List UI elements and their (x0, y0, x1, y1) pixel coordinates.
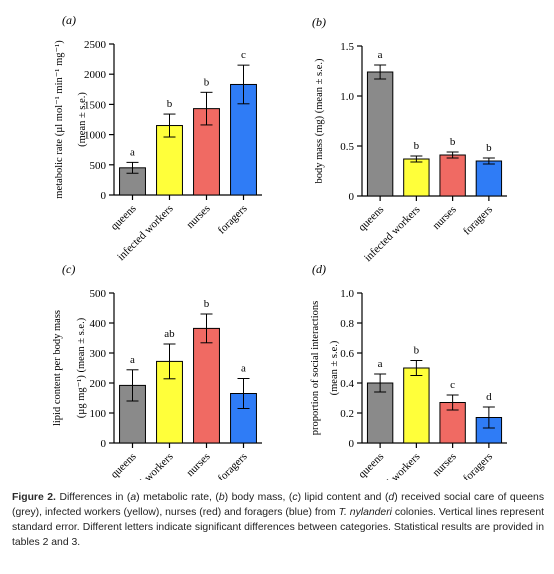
panel-3-y-axis-title: lipid content per body mass (52, 310, 63, 426)
panel-4-label: (d) (312, 262, 326, 276)
panel-3-bar-2 (193, 327, 220, 444)
panel-1-significance-letter-1: b (167, 98, 173, 110)
panel-1-y-axis-title-line2: (mean ± s.e.) (77, 92, 88, 147)
panel-4-significance-letter-2: c (450, 379, 455, 391)
panel-4-bar-1 (403, 367, 430, 444)
panel-4-bar-0 (366, 382, 394, 444)
panel-2-significance-letter-0: a (378, 49, 383, 61)
panel-3-category-label-2: nurses (184, 451, 212, 479)
panel-3-category-label-3: foragers (216, 451, 250, 480)
caption-italic-a: a (130, 492, 137, 503)
panel-2-y-axis-title: body mass (mg) (mean ± s.e.) (314, 58, 325, 184)
caption-text-1: Differences in ( (55, 492, 131, 503)
panel-2-significance-letter-1: b (414, 140, 420, 152)
panel-3-y-tick-label-1: 100 (90, 408, 107, 420)
panel-4-y-tick-label-3: 0.6 (340, 348, 354, 360)
panel-1-y-tick-label-2: 1000 (84, 130, 107, 142)
caption-text-5: ) received social care of queens (grey),… (12, 492, 545, 518)
panel-1-category-label-3: foragers (216, 203, 250, 237)
panel-1-significance-letter-3: c (241, 49, 246, 61)
panel-2-bar-0 (366, 71, 394, 197)
panel-1-significance-letter-2: b (204, 76, 210, 88)
caption-species: T. nylanderi (338, 507, 392, 518)
panel-4-category-label-2: nurses (430, 451, 458, 479)
panel-4-y-tick-label-5: 1.0 (340, 288, 354, 300)
panel-3-y-tick-label-0: 0 (101, 438, 107, 450)
caption-text-4: ) lipid content and ( (297, 492, 389, 503)
panel-2-y-tick-label-2: 1.0 (340, 91, 354, 103)
panel-1-y-tick-label-4: 2000 (84, 69, 107, 81)
panel-2-y-tick-label-1: 0.5 (340, 141, 354, 153)
panel-2-bar-3 (475, 160, 503, 197)
caption-text-3: ) body mass, ( (224, 492, 293, 503)
panel-2-label: (b) (312, 15, 326, 29)
panel-4-significance-letter-1: b (414, 345, 420, 357)
panel-4-significance-letter-0: a (378, 358, 383, 370)
caption-italic-d: d (388, 492, 395, 503)
panel-2-y-tick-label-3: 1.5 (340, 41, 354, 53)
panel-4-category-label-3: foragers (461, 451, 495, 480)
panel-2-category-label-2: nurses (430, 204, 458, 232)
panel-3-significance-letter-3: a (241, 363, 246, 375)
caption-italic-b: b (218, 492, 225, 503)
panel-3-y-tick-label-4: 400 (90, 318, 107, 330)
panel-1-category-label-2: nurses (184, 203, 212, 231)
panel-3-y-tick-label-2: 200 (90, 378, 107, 390)
panel-1-significance-letter-0: a (130, 146, 135, 158)
panel-4-category-label-0: queens (356, 451, 386, 480)
figure-caption: Figure 2. Differences in (a) metabolic r… (12, 490, 544, 550)
caption-text-6: colonies. Vertical lines represent stand… (12, 507, 544, 548)
panel-4-y-tick-label-4: 0.8 (340, 318, 354, 330)
panel-1-y-tick-label-5: 2500 (84, 39, 107, 51)
panel-4-y-tick-label-0: 0 (349, 438, 355, 450)
panel-1-label: (a) (62, 13, 76, 27)
panel-3-y-axis-title-line2: (µg mg⁻¹) (mean ± s.e.) (76, 317, 87, 418)
panel-3-label: (c) (62, 262, 75, 276)
panel-3-significance-letter-1: ab (164, 328, 175, 340)
panel-1-y-tick-label-1: 500 (90, 160, 107, 172)
panel-1-category-label-0: queens (109, 203, 139, 233)
panel-2-significance-letter-3: b (486, 142, 492, 154)
panel-4-y-tick-label-1: 0.2 (340, 408, 354, 420)
panel-3-y-tick-label-3: 300 (90, 348, 107, 360)
caption-label: Figure 2. (12, 492, 56, 503)
panel-2-bar-2 (439, 154, 466, 197)
panel-3-category-label-0: queens (109, 451, 139, 480)
panel-3-significance-letter-0: a (130, 354, 135, 366)
panel-2-category-label-0: queens (356, 204, 386, 234)
panel-4-y-axis-title-line2: (mean ± s.e.) (329, 340, 340, 395)
caption-italic-c: c (292, 492, 298, 503)
panel-4-y-tick-label-2: 0.4 (340, 378, 354, 390)
panel-4-y-axis-title: proportion of social interactions (310, 301, 321, 435)
panel-1-y-axis-title: metabolic rate (µl mol⁻¹ min⁻¹ mg⁻¹) (54, 40, 65, 199)
panel-2-category-label-3: foragers (461, 204, 495, 238)
caption-text-2: ) metabolic rate, ( (136, 492, 219, 503)
panel-3-y-tick-label-5: 500 (90, 288, 107, 300)
panel-4-significance-letter-3: d (486, 391, 492, 403)
panel-1-y-tick-label-3: 1500 (84, 99, 107, 111)
panel-1-y-tick-label-0: 0 (101, 190, 107, 202)
panel-3-significance-letter-2: b (204, 298, 210, 310)
panel-2-y-tick-label-0: 0 (349, 191, 355, 203)
panel-2-bar-1 (403, 158, 430, 197)
panel-2-significance-letter-2: b (450, 136, 456, 148)
